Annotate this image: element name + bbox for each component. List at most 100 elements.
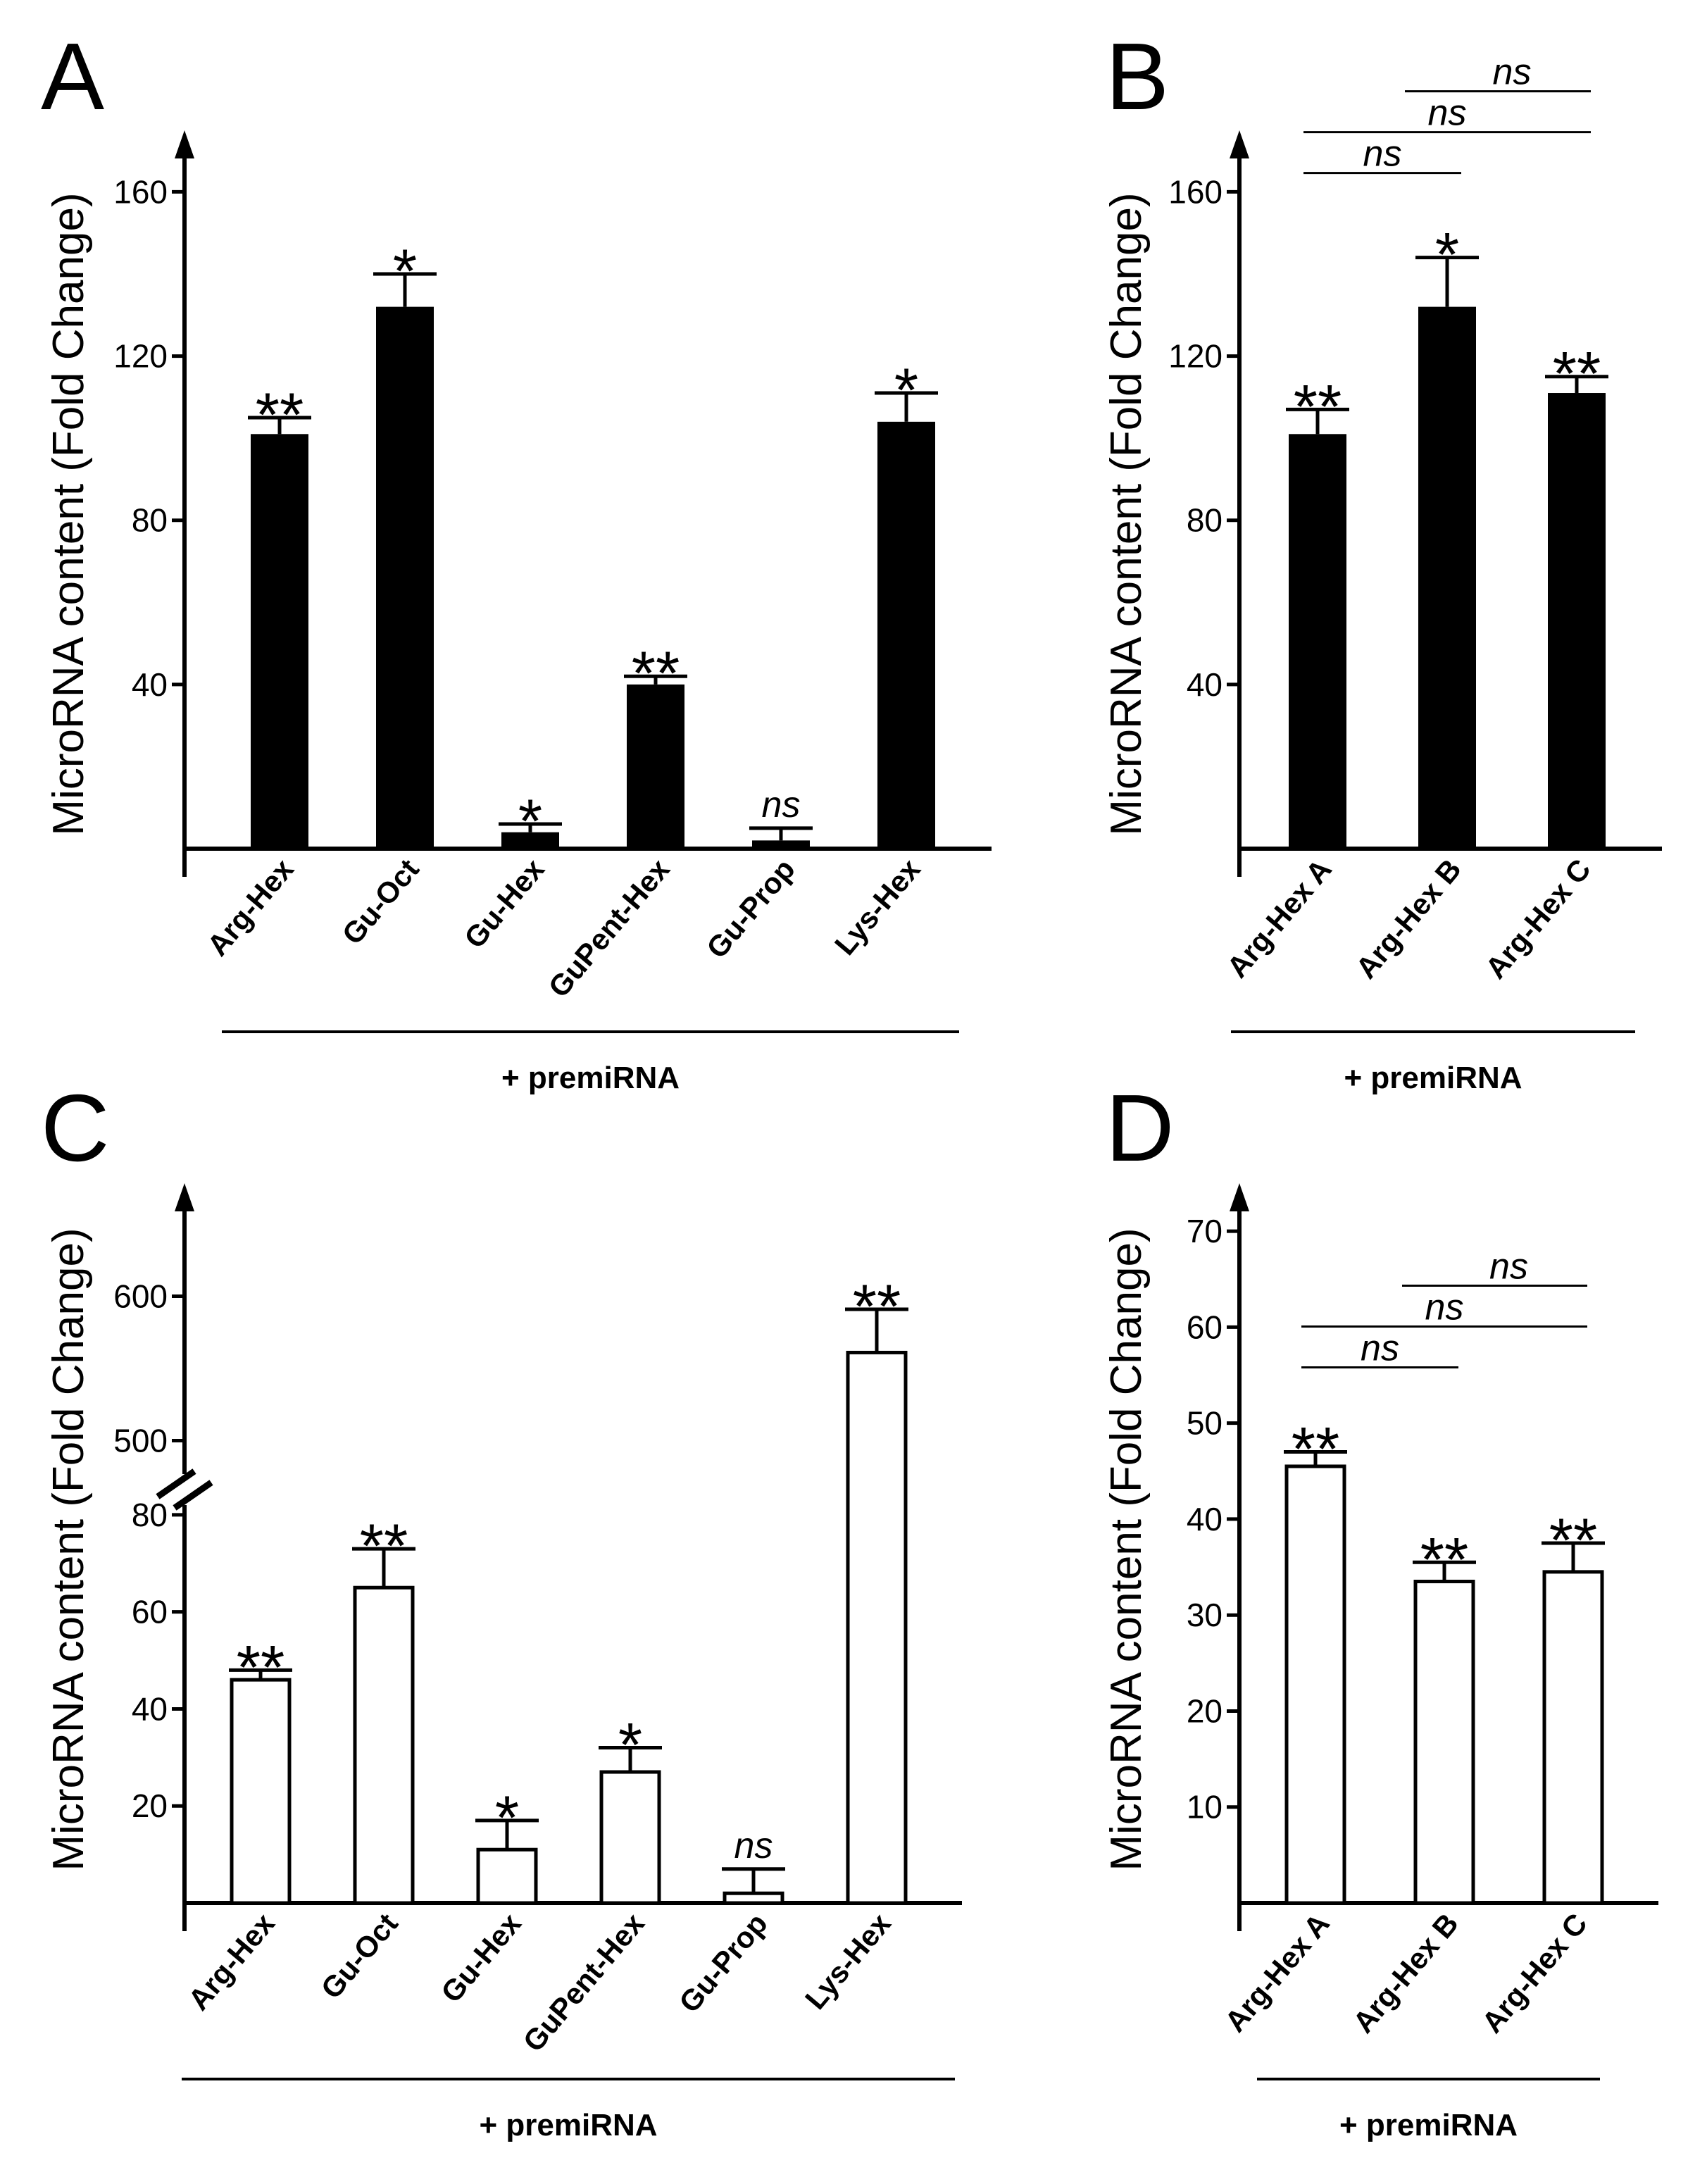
bar-gu-hex <box>476 1847 538 1905</box>
x-tick-label: Arg-Hex A <box>1218 1907 1336 2038</box>
panel-B: B MicroRNA content (Fold Change) 40 80 120 16… <box>1102 23 1662 1095</box>
bar-arg-hex-b <box>1413 1580 1475 1905</box>
y-tick-label: 40 <box>1187 1501 1223 1537</box>
significance-label: ** <box>1553 339 1601 408</box>
y-tick-label: 20 <box>1187 1692 1223 1729</box>
comparison-label: ns <box>1428 93 1467 134</box>
y-tick-label: 40 <box>132 666 168 703</box>
significance-label: ** <box>1294 371 1342 441</box>
axis-break-mark <box>156 1468 196 1499</box>
y-tick-label: 50 <box>1187 1405 1223 1442</box>
significance-label: ** <box>632 638 680 708</box>
comparison-label: ns <box>1493 52 1532 93</box>
panel-D: D MicroRNA content (Fold Change) 10 20 30 40 5… <box>1102 1075 1658 2142</box>
y-tick-label: 60 <box>1187 1309 1223 1345</box>
group-label: + premiRNA <box>1344 1061 1522 1095</box>
x-tick-label: GuPent-Hex <box>542 852 676 1004</box>
x-tick-label: Arg-Hex C <box>1479 853 1597 985</box>
bar-gu-oct <box>353 1585 415 1905</box>
significance-label: ** <box>256 380 304 449</box>
bar-lys-hex <box>877 421 935 849</box>
panel-C: C MicroRNA content (Fold Change) 20 40 60 80 5… <box>41 1075 962 2142</box>
x-tick-label: Gu-Oct <box>314 1907 404 2005</box>
bar-gupent-hex <box>599 1770 661 1905</box>
significance-label: ** <box>237 1632 285 1702</box>
bar-gupent-hex <box>627 684 684 849</box>
bar-gu-hex <box>501 832 559 849</box>
y-tick-label: 40 <box>1187 666 1223 703</box>
y-tick-label: 80 <box>1187 502 1223 539</box>
y-tick-label: 80 <box>132 1497 168 1533</box>
significance-label: ** <box>360 1511 408 1580</box>
y-tick-label: 20 <box>132 1787 168 1824</box>
y-axis-arrowhead <box>175 1183 194 1211</box>
y-axis-label: MicroRNA content (Fold Change) <box>44 192 93 835</box>
y-tick-label: 600 <box>113 1278 168 1315</box>
y-tick-label: 10 <box>1187 1789 1223 1826</box>
y-tick-label: 120 <box>113 338 168 375</box>
y-tick-label: 40 <box>132 1690 168 1727</box>
x-tick-label: Gu-Prop <box>700 853 801 965</box>
x-tick-label: Arg-Hex B <box>1346 1907 1465 2040</box>
significance-label: ns <box>762 785 801 825</box>
significance-label: ns <box>734 1826 773 1866</box>
significance-label: * <box>618 1710 642 1780</box>
bar-arg-hex <box>230 1678 292 1905</box>
x-tick-label: Gu-Prop <box>673 1907 774 2019</box>
y-axis-label: MicroRNA content (Fold Change) <box>1102 1228 1151 1871</box>
significance-label: * <box>518 786 542 856</box>
bar-arg-hex-b <box>1418 306 1476 849</box>
group-label: + premiRNA <box>479 2108 657 2142</box>
significance-label: ** <box>1420 1524 1469 1594</box>
x-tick-label: Arg-Hex <box>201 852 300 962</box>
x-tick-label: Arg-Hex <box>182 1907 281 2016</box>
comparison-label: ns <box>1361 1328 1399 1369</box>
significance-label: ** <box>1549 1505 1598 1575</box>
bar-arg-hex-c <box>1542 1570 1604 1905</box>
x-tick-label: Gu-Hex <box>458 852 551 954</box>
significance-label: * <box>393 236 417 306</box>
bar-gu-oct <box>376 306 434 849</box>
bar-gu-prop <box>752 840 810 849</box>
x-tick-label: Gu-Oct <box>335 853 425 951</box>
axis-break-mark <box>173 1480 213 1511</box>
x-tick-label: Lys-Hex <box>799 1907 897 2016</box>
significance-label: ** <box>1292 1414 1340 1484</box>
significance-label: * <box>894 355 918 425</box>
y-axis-label: MicroRNA content (Fold Change) <box>1102 192 1151 835</box>
comparison-label: ns <box>1363 134 1402 175</box>
comparison-label: ns <box>1489 1247 1528 1287</box>
x-tick-label: GuPent-Hex <box>516 1907 651 2058</box>
comparison-label: ns <box>1425 1287 1464 1328</box>
y-tick-label: 160 <box>113 173 168 210</box>
group-label: + premiRNA <box>501 1061 680 1095</box>
x-tick-label: Gu-Hex <box>434 1907 527 2009</box>
significance-label: ** <box>853 1271 901 1341</box>
group-label: + premiRNA <box>1339 2108 1518 2142</box>
y-tick-label: 60 <box>132 1594 168 1630</box>
y-tick-label: 70 <box>1187 1213 1223 1249</box>
significance-label: * <box>1435 220 1459 289</box>
x-tick-label: Arg-Hex C <box>1475 1907 1594 2040</box>
y-tick-label: 160 <box>1168 173 1223 210</box>
bar-arg-hex-a <box>1289 434 1346 849</box>
bar-arg-hex <box>251 434 308 849</box>
y-tick-label: 80 <box>132 502 168 539</box>
y-axis-arrowhead <box>1230 130 1249 158</box>
y-tick-label: 120 <box>1168 338 1223 375</box>
panel-letter: C <box>41 1075 110 1181</box>
x-tick-label: Lys-Hex <box>828 852 927 961</box>
panel-letter: B <box>1106 23 1169 130</box>
y-axis-arrowhead <box>175 130 194 158</box>
significance-label: * <box>495 1783 519 1852</box>
bar-arg-hex-c <box>1548 393 1606 849</box>
bar-arg-hex-a <box>1284 1464 1346 1905</box>
bar-lys-hex <box>846 1350 908 1905</box>
y-axis-arrowhead <box>1230 1183 1249 1211</box>
x-tick-label: Arg-Hex B <box>1349 853 1468 985</box>
panel-A: A MicroRNA content (Fold Change) 40 80 120 16… <box>41 23 992 1095</box>
y-tick-label: 500 <box>113 1423 168 1459</box>
y-axis-label: MicroRNA content (Fold Change) <box>44 1228 93 1871</box>
panel-letter: A <box>41 23 104 130</box>
